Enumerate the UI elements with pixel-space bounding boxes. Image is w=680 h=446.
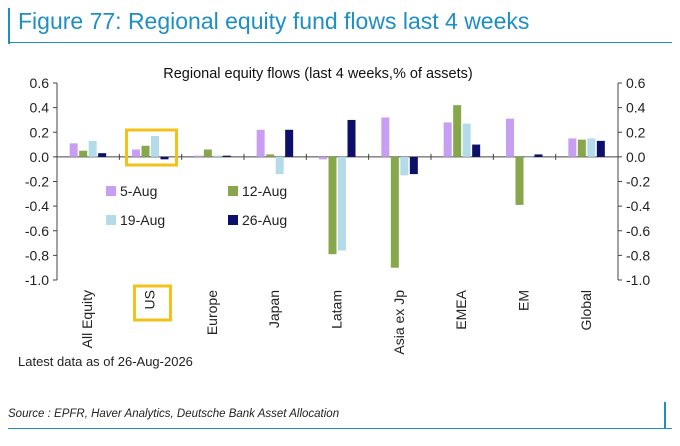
legend-label: 26-Aug xyxy=(242,212,287,228)
bar-19-aug-us xyxy=(151,135,159,157)
y-tick-label-right: -0.6 xyxy=(626,223,650,239)
bar-26-aug-latam xyxy=(347,119,356,157)
bar-12-aug-global xyxy=(577,139,586,157)
bar-12-aug-em xyxy=(515,156,524,205)
y-tick-label-left: 0.6 xyxy=(30,75,50,91)
legend-swatch xyxy=(106,186,116,196)
category-label: Global xyxy=(578,290,594,330)
bar-19-aug-asia-ex-jp xyxy=(400,156,409,176)
figure-title: Figure 77: Regional equity fund flows la… xyxy=(18,8,530,34)
highlight-box-label xyxy=(133,284,172,322)
bar-26-aug-europe xyxy=(222,155,231,157)
bar-12-aug-asia-ex-jp xyxy=(390,156,399,268)
bar-5-aug-asia-ex-jp xyxy=(381,117,390,157)
y-tick-label-left: 0.0 xyxy=(30,149,50,165)
y-tick-label-left: -0.4 xyxy=(25,198,49,214)
category-label: All Equity xyxy=(79,290,95,348)
bar-5-aug-us xyxy=(132,149,140,157)
bar-5-aug-japan xyxy=(256,129,265,157)
y-tick-label-right: 0.2 xyxy=(626,124,646,140)
y-tick-label-right: -1.0 xyxy=(626,272,650,288)
y-tick-label-left: 0.2 xyxy=(30,124,50,140)
bar-26-aug-us xyxy=(160,156,169,160)
legend-label: 12-Aug xyxy=(242,183,287,199)
category-label: EMEA xyxy=(453,289,469,329)
bar-26-aug-global xyxy=(596,140,605,157)
bar-19-aug-emea xyxy=(462,123,471,157)
bar-12-aug-europe xyxy=(203,149,212,157)
y-tick-label-right: 0.0 xyxy=(626,149,646,165)
latest-data-note: Latest data as of 26-Aug-2026 xyxy=(18,354,193,369)
source-accent-bar xyxy=(664,402,666,429)
bar-12-aug-latam xyxy=(328,156,337,255)
bar-19-aug-latam xyxy=(338,156,346,251)
bar-26-aug-all-equity xyxy=(98,153,107,157)
category-label: Japan xyxy=(266,290,282,328)
source-note: Source : EPFR, Haver Analytics, Deutsche… xyxy=(8,408,340,420)
y-tick-label-left: -0.2 xyxy=(25,174,49,190)
y-tick-label-right: 0.6 xyxy=(626,75,646,91)
bar-12-aug-all-equity xyxy=(79,150,88,157)
legend-label: 5-Aug xyxy=(120,183,157,199)
bar-19-aug-japan xyxy=(275,156,284,175)
bar-5-aug-em xyxy=(506,118,514,157)
y-tick-label-left: 0.4 xyxy=(30,100,50,116)
y-tick-label-left: -1.0 xyxy=(25,272,49,288)
bar-5-aug-all-equity xyxy=(69,143,78,157)
y-tick-label-right: -0.8 xyxy=(626,247,650,263)
bar-12-aug-emea xyxy=(453,105,462,157)
y-tick-label-right: -0.4 xyxy=(626,198,650,214)
category-label: Asia ex Jp xyxy=(391,290,407,355)
bar-26-aug-em xyxy=(534,154,543,157)
source-rule xyxy=(8,428,672,429)
category-label: Europe xyxy=(204,290,220,335)
bar-19-aug-global xyxy=(587,138,596,157)
category-label: EM xyxy=(516,290,532,311)
y-tick-label-left: -0.8 xyxy=(25,247,49,263)
bar-19-aug-europe xyxy=(213,155,222,157)
legend-swatch xyxy=(228,186,238,196)
highlight-box-bars xyxy=(125,128,178,167)
legend-swatch xyxy=(228,215,238,225)
legend-label: 19-Aug xyxy=(120,212,165,228)
y-tick-label-right: -0.2 xyxy=(626,174,650,190)
bar-19-aug-all-equity xyxy=(88,140,97,157)
bar-5-aug-latam xyxy=(319,156,327,160)
chart: Regional equity flows (last 4 weeks,% of… xyxy=(25,66,650,355)
title-accent-bar xyxy=(8,8,10,44)
bar-26-aug-emea xyxy=(472,144,481,157)
bar-26-aug-asia-ex-jp xyxy=(409,156,418,175)
title-rule xyxy=(8,42,672,43)
bar-5-aug-emea xyxy=(443,122,452,157)
chart-title: Regional equity flows (last 4 weeks,% of… xyxy=(163,66,472,82)
bar-26-aug-japan xyxy=(285,129,294,157)
bar-12-aug-japan xyxy=(266,154,275,157)
y-tick-label-left: -0.6 xyxy=(25,223,49,239)
legend-swatch xyxy=(106,215,116,225)
bar-19-aug-em xyxy=(525,156,533,159)
bar-5-aug-europe xyxy=(194,155,203,157)
bar-12-aug-us xyxy=(141,145,150,157)
category-label: Latam xyxy=(329,290,345,329)
bar-5-aug-global xyxy=(568,138,577,157)
y-tick-label-right: 0.4 xyxy=(626,100,646,116)
category-label: US xyxy=(142,290,158,309)
